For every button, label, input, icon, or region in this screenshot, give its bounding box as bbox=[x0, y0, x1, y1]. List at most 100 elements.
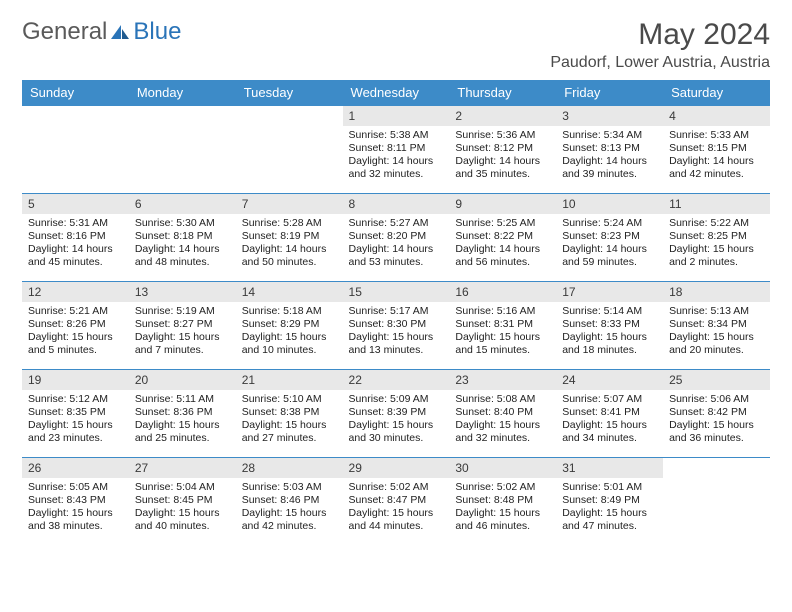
calendar-day-cell: 14Sunrise: 5:18 AMSunset: 8:29 PMDayligh… bbox=[236, 282, 343, 370]
calendar-day-cell: 13Sunrise: 5:19 AMSunset: 8:27 PMDayligh… bbox=[129, 282, 236, 370]
calendar-day-cell: 18Sunrise: 5:13 AMSunset: 8:34 PMDayligh… bbox=[663, 282, 770, 370]
calendar-day-cell: 8Sunrise: 5:27 AMSunset: 8:20 PMDaylight… bbox=[343, 194, 450, 282]
calendar-day-cell: 21Sunrise: 5:10 AMSunset: 8:38 PMDayligh… bbox=[236, 370, 343, 458]
calendar-week-row: 1Sunrise: 5:38 AMSunset: 8:11 PMDaylight… bbox=[22, 106, 770, 194]
location-text: Paudorf, Lower Austria, Austria bbox=[550, 54, 770, 72]
day-details: Sunrise: 5:08 AMSunset: 8:40 PMDaylight:… bbox=[449, 390, 556, 449]
day-header: Friday bbox=[556, 80, 663, 106]
day-details: Sunrise: 5:11 AMSunset: 8:36 PMDaylight:… bbox=[129, 390, 236, 449]
calendar-day-cell: 11Sunrise: 5:22 AMSunset: 8:25 PMDayligh… bbox=[663, 194, 770, 282]
day-details: Sunrise: 5:38 AMSunset: 8:11 PMDaylight:… bbox=[343, 126, 450, 185]
day-header: Saturday bbox=[663, 80, 770, 106]
day-details: Sunrise: 5:05 AMSunset: 8:43 PMDaylight:… bbox=[22, 478, 129, 537]
day-number: 9 bbox=[449, 194, 556, 214]
day-header: Thursday bbox=[449, 80, 556, 106]
calendar-table: SundayMondayTuesdayWednesdayThursdayFrid… bbox=[22, 80, 770, 546]
logo-text-blue: Blue bbox=[133, 18, 181, 46]
calendar-day-cell: 6Sunrise: 5:30 AMSunset: 8:18 PMDaylight… bbox=[129, 194, 236, 282]
day-details bbox=[22, 126, 129, 132]
day-number: 16 bbox=[449, 282, 556, 302]
day-details: Sunrise: 5:18 AMSunset: 8:29 PMDaylight:… bbox=[236, 302, 343, 361]
day-details: Sunrise: 5:02 AMSunset: 8:47 PMDaylight:… bbox=[343, 478, 450, 537]
calendar-day-cell: 24Sunrise: 5:07 AMSunset: 8:41 PMDayligh… bbox=[556, 370, 663, 458]
calendar-day-cell: 17Sunrise: 5:14 AMSunset: 8:33 PMDayligh… bbox=[556, 282, 663, 370]
day-number: 4 bbox=[663, 106, 770, 126]
calendar-day-cell: 28Sunrise: 5:03 AMSunset: 8:46 PMDayligh… bbox=[236, 458, 343, 546]
day-number: 14 bbox=[236, 282, 343, 302]
day-details: Sunrise: 5:22 AMSunset: 8:25 PMDaylight:… bbox=[663, 214, 770, 273]
calendar-week-row: 19Sunrise: 5:12 AMSunset: 8:35 PMDayligh… bbox=[22, 370, 770, 458]
calendar-day-cell: 29Sunrise: 5:02 AMSunset: 8:47 PMDayligh… bbox=[343, 458, 450, 546]
calendar-week-row: 5Sunrise: 5:31 AMSunset: 8:16 PMDaylight… bbox=[22, 194, 770, 282]
day-number: 6 bbox=[129, 194, 236, 214]
day-number: 19 bbox=[22, 370, 129, 390]
calendar-day-cell: 1Sunrise: 5:38 AMSunset: 8:11 PMDaylight… bbox=[343, 106, 450, 194]
day-number: 26 bbox=[22, 458, 129, 478]
day-number: 5 bbox=[22, 194, 129, 214]
day-number: 18 bbox=[663, 282, 770, 302]
day-number: 12 bbox=[22, 282, 129, 302]
day-details: Sunrise: 5:03 AMSunset: 8:46 PMDaylight:… bbox=[236, 478, 343, 537]
calendar-day-cell: 31Sunrise: 5:01 AMSunset: 8:49 PMDayligh… bbox=[556, 458, 663, 546]
title-block: May 2024 Paudorf, Lower Austria, Austria bbox=[550, 18, 770, 72]
day-number: 15 bbox=[343, 282, 450, 302]
day-number: 1 bbox=[343, 106, 450, 126]
calendar-day-cell: 9Sunrise: 5:25 AMSunset: 8:22 PMDaylight… bbox=[449, 194, 556, 282]
day-number: 8 bbox=[343, 194, 450, 214]
day-number bbox=[236, 106, 343, 126]
page-header: General Blue May 2024 Paudorf, Lower Aus… bbox=[22, 18, 770, 72]
day-number bbox=[129, 106, 236, 126]
day-details: Sunrise: 5:12 AMSunset: 8:35 PMDaylight:… bbox=[22, 390, 129, 449]
calendar-day-cell: 5Sunrise: 5:31 AMSunset: 8:16 PMDaylight… bbox=[22, 194, 129, 282]
day-details bbox=[236, 126, 343, 132]
day-details: Sunrise: 5:02 AMSunset: 8:48 PMDaylight:… bbox=[449, 478, 556, 537]
calendar-day-cell: 30Sunrise: 5:02 AMSunset: 8:48 PMDayligh… bbox=[449, 458, 556, 546]
calendar-day-cell: 22Sunrise: 5:09 AMSunset: 8:39 PMDayligh… bbox=[343, 370, 450, 458]
day-number: 20 bbox=[129, 370, 236, 390]
day-details: Sunrise: 5:17 AMSunset: 8:30 PMDaylight:… bbox=[343, 302, 450, 361]
day-details: Sunrise: 5:07 AMSunset: 8:41 PMDaylight:… bbox=[556, 390, 663, 449]
day-details: Sunrise: 5:24 AMSunset: 8:23 PMDaylight:… bbox=[556, 214, 663, 273]
calendar-day-cell: 20Sunrise: 5:11 AMSunset: 8:36 PMDayligh… bbox=[129, 370, 236, 458]
day-details: Sunrise: 5:14 AMSunset: 8:33 PMDaylight:… bbox=[556, 302, 663, 361]
logo-sail-icon bbox=[109, 23, 131, 41]
day-number: 28 bbox=[236, 458, 343, 478]
day-number: 2 bbox=[449, 106, 556, 126]
calendar-day-cell bbox=[236, 106, 343, 194]
day-details: Sunrise: 5:06 AMSunset: 8:42 PMDaylight:… bbox=[663, 390, 770, 449]
day-details: Sunrise: 5:16 AMSunset: 8:31 PMDaylight:… bbox=[449, 302, 556, 361]
calendar-day-cell: 10Sunrise: 5:24 AMSunset: 8:23 PMDayligh… bbox=[556, 194, 663, 282]
day-number: 23 bbox=[449, 370, 556, 390]
calendar-day-cell: 2Sunrise: 5:36 AMSunset: 8:12 PMDaylight… bbox=[449, 106, 556, 194]
calendar-day-cell bbox=[129, 106, 236, 194]
day-number: 25 bbox=[663, 370, 770, 390]
calendar-body: 1Sunrise: 5:38 AMSunset: 8:11 PMDaylight… bbox=[22, 106, 770, 546]
calendar-day-cell: 25Sunrise: 5:06 AMSunset: 8:42 PMDayligh… bbox=[663, 370, 770, 458]
day-header: Tuesday bbox=[236, 80, 343, 106]
calendar-day-cell: 26Sunrise: 5:05 AMSunset: 8:43 PMDayligh… bbox=[22, 458, 129, 546]
month-title: May 2024 bbox=[550, 18, 770, 52]
logo: General Blue bbox=[22, 18, 181, 46]
day-details: Sunrise: 5:10 AMSunset: 8:38 PMDaylight:… bbox=[236, 390, 343, 449]
day-header: Wednesday bbox=[343, 80, 450, 106]
calendar-day-cell: 16Sunrise: 5:16 AMSunset: 8:31 PMDayligh… bbox=[449, 282, 556, 370]
day-number: 13 bbox=[129, 282, 236, 302]
calendar-day-cell: 7Sunrise: 5:28 AMSunset: 8:19 PMDaylight… bbox=[236, 194, 343, 282]
day-details: Sunrise: 5:01 AMSunset: 8:49 PMDaylight:… bbox=[556, 478, 663, 537]
day-details: Sunrise: 5:27 AMSunset: 8:20 PMDaylight:… bbox=[343, 214, 450, 273]
day-details: Sunrise: 5:09 AMSunset: 8:39 PMDaylight:… bbox=[343, 390, 450, 449]
day-number bbox=[22, 106, 129, 126]
calendar-week-row: 26Sunrise: 5:05 AMSunset: 8:43 PMDayligh… bbox=[22, 458, 770, 546]
day-header: Monday bbox=[129, 80, 236, 106]
day-number: 7 bbox=[236, 194, 343, 214]
calendar-day-cell: 23Sunrise: 5:08 AMSunset: 8:40 PMDayligh… bbox=[449, 370, 556, 458]
day-number: 27 bbox=[129, 458, 236, 478]
day-number: 31 bbox=[556, 458, 663, 478]
day-number: 22 bbox=[343, 370, 450, 390]
day-number: 29 bbox=[343, 458, 450, 478]
day-details: Sunrise: 5:36 AMSunset: 8:12 PMDaylight:… bbox=[449, 126, 556, 185]
calendar-week-row: 12Sunrise: 5:21 AMSunset: 8:26 PMDayligh… bbox=[22, 282, 770, 370]
day-details: Sunrise: 5:33 AMSunset: 8:15 PMDaylight:… bbox=[663, 126, 770, 185]
day-details: Sunrise: 5:25 AMSunset: 8:22 PMDaylight:… bbox=[449, 214, 556, 273]
calendar-day-cell: 19Sunrise: 5:12 AMSunset: 8:35 PMDayligh… bbox=[22, 370, 129, 458]
